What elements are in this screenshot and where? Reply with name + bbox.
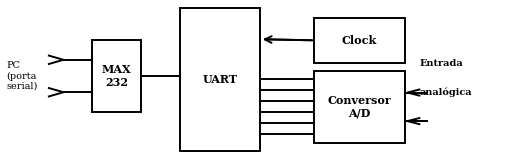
Text: PC
(porta
serial): PC (porta serial) <box>7 61 38 91</box>
Text: Entrada: Entrada <box>419 59 463 67</box>
Text: UART: UART <box>202 74 238 85</box>
Bar <box>314 71 405 143</box>
Bar <box>92 40 141 112</box>
Text: Conversor
A/D: Conversor A/D <box>328 95 392 119</box>
Bar <box>314 18 405 63</box>
Bar <box>180 8 260 151</box>
Text: MAX
232: MAX 232 <box>101 64 131 88</box>
Text: analógica: analógica <box>419 87 472 97</box>
Text: Clock: Clock <box>342 35 377 46</box>
